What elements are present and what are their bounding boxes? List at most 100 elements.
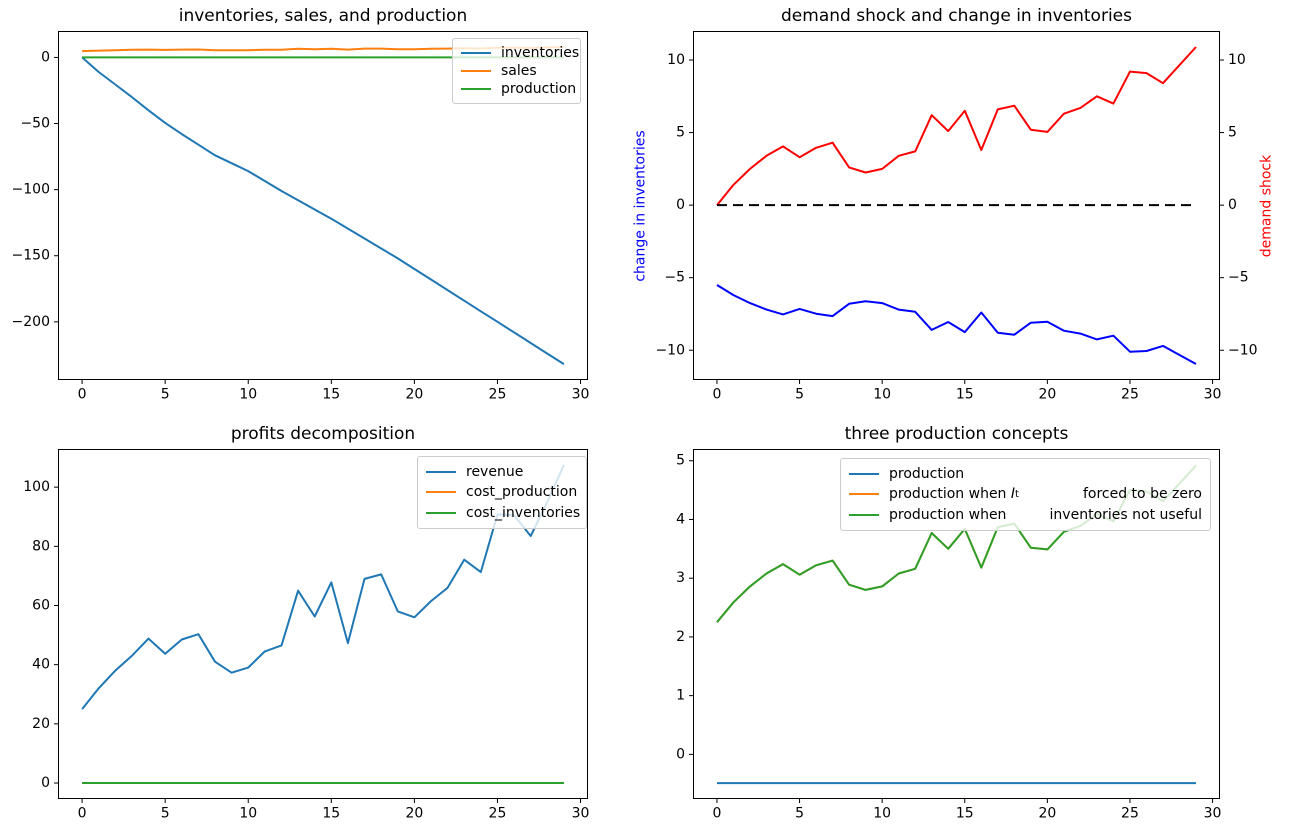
chart-title: three production concepts: [844, 424, 1069, 444]
y-tick-label-right: 10: [1228, 52, 1246, 68]
chart-canvas-inventories-sales-production: 0 5 10 15 20 25 30 0 −50 −100 −150 −200: [12, 31, 589, 403]
y-tick-label: 20: [32, 716, 50, 732]
legend-math-subscript: t: [1015, 488, 1019, 500]
axes-spines: [58, 31, 588, 380]
legend-label-right: forced to be zero: [1082, 486, 1202, 503]
x-tick-label: 0: [78, 387, 87, 403]
legend-line-sample: [426, 471, 456, 474]
legend-label: production when: [889, 506, 1007, 523]
legend-line-sample: [461, 88, 491, 90]
legend-label-right: inventories not useful: [1049, 506, 1202, 523]
axes-spines: [693, 31, 1220, 380]
y-tick-label: 5: [676, 125, 685, 141]
axes-spines: [58, 449, 588, 799]
legend-line-sample: [461, 70, 491, 72]
chart-title: profits decomposition: [230, 424, 416, 444]
legend-line-sample: [426, 511, 456, 514]
legend: revenue cost_production cost_inventories: [417, 456, 587, 529]
legend-entry: inventories: [461, 44, 579, 62]
legend-entry: revenue: [426, 462, 578, 482]
x-tick-label: 30: [1204, 806, 1222, 822]
x-tick-label: 25: [1121, 387, 1139, 403]
y-tick-label-right: 0: [1228, 197, 1237, 213]
series-line-revenue: [81, 464, 565, 710]
y-tick-label: 0: [41, 49, 50, 65]
x-tick-label: 15: [322, 387, 340, 403]
series-line-demand-shock: [716, 46, 1197, 206]
y-tick-label: −50: [20, 116, 50, 132]
x-tick-label: 20: [1038, 387, 1056, 403]
chart-title: demand shock and change in inventories: [781, 6, 1132, 26]
y-tick-label: 80: [32, 538, 50, 554]
x-tick-label: 5: [795, 387, 804, 403]
y-tick-label: −100: [12, 182, 50, 198]
y-tick-label-right: 5: [1228, 125, 1237, 141]
y-tick-label: 40: [32, 657, 50, 673]
series-group: [81, 464, 565, 784]
legend: inventories sales production: [452, 38, 581, 104]
y-tick-label-right: −10: [1228, 342, 1258, 358]
y-tick-label-right: −5: [1228, 270, 1249, 286]
x-tick-label: 15: [956, 387, 974, 403]
legend-label: production: [889, 466, 965, 483]
series-group: [716, 464, 1197, 785]
legend-label: inventories: [501, 45, 580, 61]
y-tick-label: −10: [655, 342, 685, 358]
x-tick-label: 20: [1038, 806, 1056, 822]
y-axis-label-right: demand shock: [1258, 154, 1274, 257]
y-tick-label: 0: [41, 775, 50, 791]
y-tick-label: −5: [664, 270, 685, 286]
y-tick-label: 4: [676, 511, 685, 527]
axes-spines: [693, 449, 1220, 799]
y-tick-label: 1: [676, 688, 685, 704]
legend-label: sales: [501, 63, 537, 79]
y-tick-label: 0: [676, 197, 685, 213]
y-tick-label: 2: [676, 629, 685, 645]
x-tick-label: 10: [873, 387, 891, 403]
x-tick-label: 0: [712, 387, 721, 403]
legend-entry: cost_inventories: [426, 503, 581, 523]
x-tick-label: 25: [489, 806, 507, 822]
x-tick-label: 5: [795, 806, 804, 822]
x-tick-label: 15: [322, 806, 340, 822]
x-tick-label: 0: [712, 806, 721, 822]
legend-entry: production when inventories not useful: [849, 505, 1202, 525]
x-tick-label: 10: [873, 806, 891, 822]
series-group: [81, 46, 565, 365]
legend-line-sample: [849, 473, 879, 476]
chart-canvas-profits-decomposition: 0 5 10 15 20 25 30 0 20 40 60 80 100: [23, 449, 589, 822]
legend-entry: production: [849, 464, 1202, 484]
y-tick-label: 3: [676, 570, 685, 586]
x-tick-label: 5: [161, 387, 170, 403]
x-tick-label: 25: [1121, 806, 1139, 822]
legend-label: production when: [889, 486, 1011, 503]
y-tick-label: 100: [23, 479, 50, 495]
legend-line-sample: [849, 513, 879, 516]
y-tick-label: 10: [667, 52, 685, 68]
y-tick-label: 5: [676, 453, 685, 469]
legend-label: cost_inventories: [466, 504, 581, 521]
chart-canvas-three-production-concepts: 0 5 10 15 20 25 30 0 1 2 3 4 5: [676, 449, 1221, 822]
legend-line-sample: [849, 493, 879, 496]
legend-line-sample: [426, 491, 456, 494]
chart-canvas-demand-shock-and-change-in-inventories: 0 5 10 15 20 25 30 10 5 0 −5 −10 10 5 0 −5 −10: [655, 31, 1258, 403]
x-tick-label: 15: [956, 806, 974, 822]
y-tick-label: −150: [12, 248, 50, 264]
legend-line-sample: [461, 52, 491, 54]
chart-title: inventories, sales, and production: [178, 6, 468, 26]
x-tick-label: 10: [239, 387, 257, 403]
x-tick-label: 5: [161, 806, 170, 822]
x-tick-label: 30: [572, 387, 590, 403]
series-group: [716, 46, 1197, 365]
y-axis-label-left: change in inventories: [632, 129, 648, 282]
legend-entry: production: [461, 80, 576, 98]
x-tick-label: 25: [489, 387, 507, 403]
y-tick-label: −200: [12, 314, 50, 330]
x-tick-label: 30: [1204, 387, 1222, 403]
legend-label: production: [501, 81, 577, 97]
x-tick-label: 10: [239, 806, 257, 822]
legend-entry: sales: [461, 62, 572, 80]
